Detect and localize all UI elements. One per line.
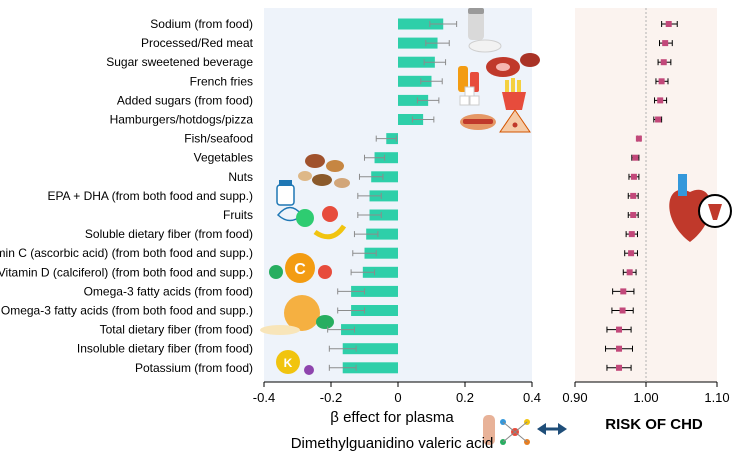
category-label: Sugar sweetened beverage bbox=[106, 55, 253, 69]
forest-x-tick-label: 0.90 bbox=[562, 390, 587, 405]
bar-x-ticks: -0.4 -0.2 0 0.2 0.4 bbox=[253, 382, 541, 405]
bar-series bbox=[327, 18, 458, 374]
french-fries-icon bbox=[502, 78, 526, 110]
category-label: Added sugars (from food) bbox=[117, 93, 253, 107]
category-label: Vegetables bbox=[194, 151, 253, 165]
bar bbox=[342, 343, 398, 355]
category-label: Potassium (from food) bbox=[135, 361, 253, 375]
forest-point bbox=[616, 326, 623, 333]
bar bbox=[364, 247, 398, 259]
double-arrow-icon bbox=[537, 423, 567, 435]
nuts-icon bbox=[298, 154, 350, 188]
bar-x-tick-label: -0.2 bbox=[320, 390, 342, 405]
bar bbox=[341, 324, 398, 336]
category-label: Sodium (from food) bbox=[150, 17, 253, 31]
bar-x-tick-label: 0.2 bbox=[456, 390, 474, 405]
forest-point bbox=[616, 364, 623, 371]
forest-x-ticks: 0.90 1.00 1.10 bbox=[562, 382, 730, 405]
bar bbox=[369, 190, 398, 202]
forest-point bbox=[630, 212, 637, 218]
heart-icon bbox=[669, 174, 732, 242]
bar-x-label-line1: β effect for plasma bbox=[330, 409, 454, 426]
forest-x-label: RISK OF CHD bbox=[605, 416, 703, 433]
category-label: Fruits bbox=[223, 208, 253, 222]
potassium-icon: K bbox=[276, 350, 314, 375]
bar bbox=[374, 152, 398, 164]
sugar-cubes-icon bbox=[459, 86, 480, 106]
forest-point bbox=[616, 345, 623, 352]
category-label: Soluble dietary fiber (from food) bbox=[85, 227, 253, 241]
category-label: Hamburgers/hotdogs/pizza bbox=[110, 113, 254, 127]
category-label: Insoluble dietary fiber (from food) bbox=[77, 342, 253, 356]
category-label: Nuts bbox=[228, 170, 253, 184]
svg-text:C: C bbox=[294, 261, 306, 278]
molecule-icon bbox=[483, 415, 530, 445]
category-label: Vitamin D (calciferol) (from both food a… bbox=[0, 265, 253, 279]
bar bbox=[351, 285, 398, 297]
forest-x-tick-label: 1.00 bbox=[633, 390, 658, 405]
meat-icon bbox=[486, 53, 540, 77]
category-label: Vitamin C (ascorbic acid) (from both foo… bbox=[0, 246, 253, 260]
bar bbox=[362, 266, 398, 278]
forest-point bbox=[628, 250, 635, 257]
salt-shaker-icon bbox=[468, 8, 502, 53]
category-label: Omega-3 fatty acids (from both food and … bbox=[1, 304, 253, 318]
bar bbox=[342, 362, 398, 374]
forest-point bbox=[630, 173, 637, 180]
bar bbox=[398, 37, 438, 49]
bar bbox=[366, 228, 398, 240]
forest-point bbox=[619, 307, 626, 314]
category-label: Processed/Red meat bbox=[141, 36, 254, 50]
forest-point bbox=[635, 135, 642, 142]
category-label: Fish/seafood bbox=[184, 132, 253, 146]
bar bbox=[398, 56, 435, 68]
forest-point bbox=[657, 97, 664, 104]
bar bbox=[398, 75, 432, 87]
forest-point bbox=[658, 78, 665, 85]
bar-x-tick-label: 0.4 bbox=[523, 390, 541, 405]
category-label: French fries bbox=[190, 74, 253, 88]
category-labels: Sodium (from food) Processed/Red meat Suga… bbox=[0, 17, 254, 375]
forest-point bbox=[620, 288, 627, 295]
hotdog-pizza-icon bbox=[460, 109, 531, 133]
bar-x-tick-label: 0 bbox=[394, 390, 401, 405]
omega-3-icon bbox=[260, 295, 334, 335]
forest-point bbox=[655, 116, 662, 123]
forest-point bbox=[632, 154, 639, 161]
bar bbox=[398, 94, 429, 106]
bar bbox=[369, 209, 398, 221]
forest-series bbox=[605, 21, 678, 371]
fruits-icon bbox=[296, 206, 347, 240]
forest-point bbox=[660, 59, 667, 66]
bar bbox=[371, 171, 398, 183]
forest-point bbox=[662, 40, 669, 47]
vitamin-c-icon: C bbox=[269, 253, 332, 283]
forest-point bbox=[628, 231, 635, 238]
bar bbox=[351, 305, 398, 316]
category-label: Omega-3 fatty acids (from food) bbox=[84, 284, 253, 298]
category-label: Total dietary fiber (from food) bbox=[100, 323, 253, 337]
bar-x-label-line2: Dimethylguanidino valeric acid bbox=[291, 435, 494, 452]
svg-text:K: K bbox=[284, 356, 293, 370]
forest-x-tick-label: 1.10 bbox=[704, 390, 729, 405]
forest-point bbox=[665, 21, 672, 27]
bar-x-tick-label: -0.4 bbox=[253, 390, 275, 405]
bar bbox=[398, 114, 424, 125]
forest-point bbox=[630, 192, 637, 199]
category-label: EPA + DHA (from both food and supp.) bbox=[47, 189, 253, 203]
bar bbox=[398, 18, 444, 30]
forest-point bbox=[626, 269, 633, 276]
